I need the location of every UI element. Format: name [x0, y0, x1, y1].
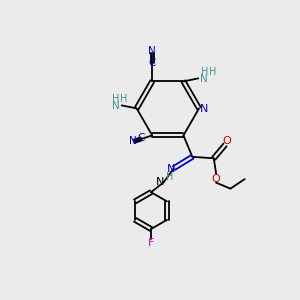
- Text: O: O: [212, 174, 220, 184]
- Text: H: H: [209, 67, 216, 77]
- Text: F: F: [148, 238, 154, 248]
- Text: N: N: [167, 164, 175, 174]
- Text: H: H: [167, 172, 174, 182]
- Text: N: N: [129, 136, 136, 146]
- Text: C: C: [137, 134, 144, 143]
- Text: C: C: [148, 58, 156, 68]
- Text: N: N: [112, 101, 120, 111]
- Text: N: N: [200, 104, 208, 114]
- Text: N: N: [156, 177, 164, 188]
- Text: H: H: [121, 94, 128, 104]
- Text: H: H: [201, 67, 208, 77]
- Text: N: N: [200, 74, 208, 84]
- Text: O: O: [222, 136, 231, 146]
- Text: N: N: [148, 46, 156, 56]
- Text: H: H: [112, 94, 119, 104]
